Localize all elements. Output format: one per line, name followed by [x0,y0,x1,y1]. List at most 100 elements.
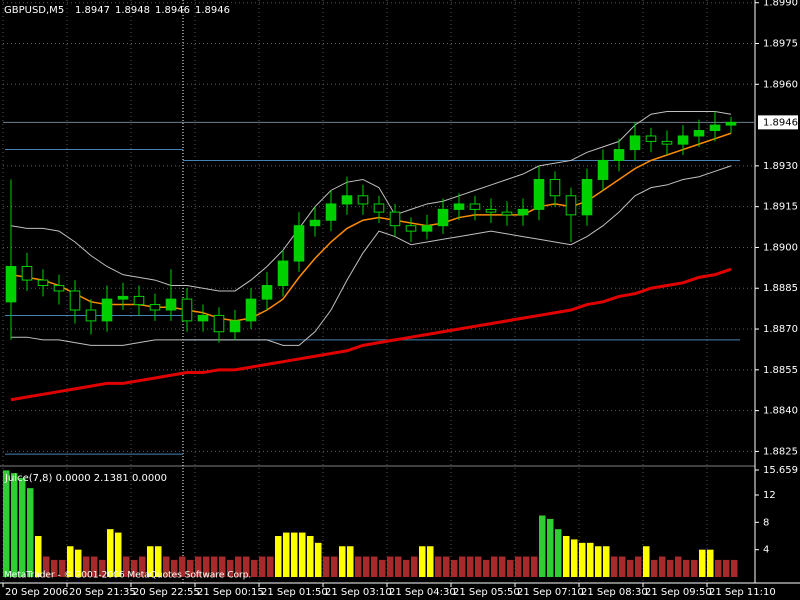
histogram-bar [187,559,194,577]
histogram-bar [691,559,698,577]
histogram-bar [547,518,554,577]
histogram-bar [267,556,274,577]
x-tick-label: 20 Sep 22:55 [133,587,200,598]
histogram-bar [235,556,242,577]
histogram-bar [315,542,322,577]
histogram-bar [195,556,202,577]
x-tick-label: 21 Sep 08:30 [581,587,648,598]
candle-body [517,208,529,216]
y-tick-label: 1.8870 [763,324,798,335]
candle-body [501,211,513,216]
histogram-bar [723,559,730,577]
histogram-bar [347,546,354,577]
y-tick-label: 15.659 [763,465,798,476]
histogram-bar [35,536,42,577]
histogram-bar [539,515,546,577]
histogram-bar [123,556,130,577]
candle-body [245,298,257,322]
x-tick-label: 20 Sep 21:35 [69,587,136,598]
histogram-bar [715,559,722,577]
histogram-bar [227,559,234,577]
candle-body [677,135,689,145]
histogram-bar [707,549,714,577]
histogram-bar [411,556,418,577]
histogram-bar [283,532,290,577]
histogram-bar [507,559,514,577]
histogram-bar [515,556,522,577]
x-tick-label: 21 Sep 00:15 [197,587,264,598]
histogram-bar [67,546,74,577]
histogram-bar [131,559,138,577]
histogram-bar [43,556,50,577]
histogram-bar [139,556,146,577]
histogram-bar [731,559,738,577]
y-tick-label: 1.8990 [763,0,798,9]
candle-body [53,285,65,292]
histogram-bar [451,559,458,577]
histogram-bar [579,542,586,577]
indicator-line [11,165,732,346]
histogram-bar [219,556,226,577]
histogram-bar [491,556,498,577]
histogram-bar [259,556,266,577]
candle-body [149,304,161,311]
header-values: 1.8947 1.8948 1.8946 1.8946 [75,5,230,16]
candle-body [661,140,673,145]
copyright: MetaTrader - © 2001-2006 MetaQuotes Soft… [4,571,251,581]
x-tick-label: 21 Sep 11:10 [709,587,776,598]
histogram-bar [531,556,538,577]
candle-body [5,265,17,303]
histogram-bar [667,559,674,577]
candle-body [325,203,337,221]
x-tick-label: 21 Sep 05:50 [453,587,520,598]
histogram-bar [339,546,346,577]
histogram-bar [363,556,370,577]
histogram-bar [355,556,362,577]
candle-body [373,203,385,213]
histogram-bar [587,542,594,577]
candle-body [405,225,417,232]
histogram-bar [3,470,10,577]
candle-body [69,290,81,311]
y-tick-label: 1.8900 [763,242,798,253]
histogram-bar [403,559,410,577]
histogram-bar [163,556,170,577]
candle-body [469,203,481,210]
y-tick-label: 1.8960 [763,79,798,90]
price-tag-label: 1.8946 [763,117,798,128]
y-tick-label: 1.8975 [763,39,798,50]
x-tick-label: 20 Sep 2006 [5,587,68,598]
histogram-bar [379,559,386,577]
candle-body [37,279,49,287]
candle-body [293,225,305,262]
histogram-bar [299,532,306,577]
histogram-bar [99,559,106,577]
candle-body [309,219,321,227]
histogram-bar [595,546,602,577]
histogram-bar [11,473,18,577]
candle-body [645,135,657,142]
candle-body [85,309,97,322]
y-tick-label: 4 [763,545,769,556]
histogram-bar [91,556,98,577]
histogram-bar [75,549,82,577]
histogram-bar [27,488,34,577]
histogram-bar [659,556,666,577]
histogram-bar [635,556,642,577]
candle-body [277,260,289,287]
histogram-bar [155,546,162,577]
histogram-bar [171,559,178,577]
histogram-bar [683,559,690,577]
candle-body [181,298,193,322]
candle-body [117,295,129,300]
price-tag [758,115,798,130]
header-value: 1.8948 [115,5,150,16]
candle-body [629,135,641,151]
histogram-bar [83,556,90,577]
histogram-bar [179,556,186,577]
candle-body [709,124,721,132]
x-tick-label: 21 Sep 01:50 [261,587,328,598]
